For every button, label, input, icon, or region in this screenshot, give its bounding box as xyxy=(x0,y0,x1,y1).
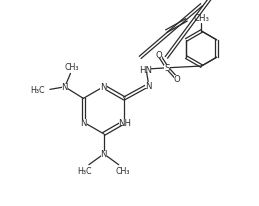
FancyBboxPatch shape xyxy=(156,53,162,59)
Text: N: N xyxy=(80,118,87,127)
Text: HN: HN xyxy=(140,65,153,74)
Text: H₃C: H₃C xyxy=(30,85,44,94)
FancyBboxPatch shape xyxy=(100,84,107,90)
FancyBboxPatch shape xyxy=(100,151,107,157)
FancyBboxPatch shape xyxy=(164,65,170,72)
Text: N: N xyxy=(100,83,107,92)
FancyBboxPatch shape xyxy=(141,67,151,73)
Text: N: N xyxy=(100,150,107,159)
FancyBboxPatch shape xyxy=(80,119,87,126)
Text: O: O xyxy=(174,75,180,84)
Text: O: O xyxy=(156,51,162,60)
FancyBboxPatch shape xyxy=(119,119,129,126)
Text: N: N xyxy=(62,83,68,92)
FancyBboxPatch shape xyxy=(62,84,68,91)
Text: S: S xyxy=(164,64,170,73)
Text: CH₃: CH₃ xyxy=(115,166,130,175)
FancyBboxPatch shape xyxy=(146,82,152,89)
Text: H₃C: H₃C xyxy=(77,166,91,175)
Text: NH: NH xyxy=(118,118,131,127)
Text: N: N xyxy=(146,81,152,90)
FancyBboxPatch shape xyxy=(174,76,180,82)
Text: CH₃: CH₃ xyxy=(193,14,210,23)
Text: CH₃: CH₃ xyxy=(64,63,79,72)
